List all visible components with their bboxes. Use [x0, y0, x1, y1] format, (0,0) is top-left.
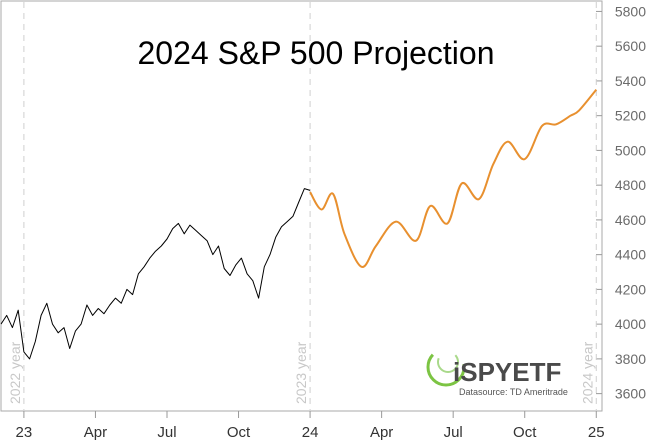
- logo-swirl-icon: [426, 347, 466, 387]
- y-tick-label: 3800: [615, 351, 646, 367]
- series-group: [0, 88, 598, 360]
- y-tick-label: 4600: [615, 212, 646, 228]
- ispyetf-logo: iSPYETF Datasource: TD Ameritrade: [426, 347, 568, 397]
- year-divider-label: 2022 year: [7, 341, 23, 404]
- x-tick-label: 23: [16, 424, 33, 441]
- y-axis-labels: 3600 3800 4000 4200 4400 4600 4800 5000 5200 5400…: [615, 3, 646, 401]
- logo-text: iSPYETF: [453, 357, 561, 387]
- y-tick-label: 4400: [615, 247, 646, 263]
- x-tick-label: Oct: [227, 424, 251, 441]
- y-tick-label: 5200: [615, 108, 646, 124]
- series-line-historical: [0, 188, 311, 360]
- x-axis-ticks: [23, 411, 597, 418]
- x-tick-label: 24: [302, 424, 319, 441]
- logo-swirl-inner-icon: [437, 351, 459, 373]
- y-tick-label: 4200: [615, 281, 646, 297]
- plot-area: [0, 0, 603, 412]
- y-axis-ticks: [596, 10, 602, 395]
- x-tick-label: Apr: [370, 424, 393, 441]
- x-tick-label: Oct: [513, 424, 537, 441]
- year-separators: 2022 year 2023 year 2024 year: [7, 2, 597, 410]
- y-tick-label: 5600: [615, 38, 646, 54]
- x-axis-labels: 23 Apr Jul Oct 24 Apr Jul Oct 25: [16, 424, 605, 441]
- x-tick-label: Jul: [444, 424, 463, 441]
- y-tick-label: 5800: [615, 3, 646, 19]
- logo-datasource: Datasource: TD Ameritrade: [459, 387, 568, 397]
- y-tick-label: 5000: [615, 142, 646, 158]
- series-line-projection: [309, 88, 598, 268]
- x-tick-label: 25: [588, 424, 605, 441]
- y-tick-label: 4800: [615, 177, 646, 193]
- year-divider-label: 2023 year: [293, 341, 309, 404]
- year-divider-label: 2024 year: [579, 341, 595, 404]
- y-tick-label: 3600: [615, 386, 646, 402]
- y-tick-label: 4000: [615, 316, 646, 332]
- y-tick-label: 5400: [615, 73, 646, 89]
- x-tick-label: Jul: [157, 424, 176, 441]
- chart-title: 2024 S&P 500 Projection: [138, 35, 495, 71]
- x-tick-label: Apr: [84, 424, 107, 441]
